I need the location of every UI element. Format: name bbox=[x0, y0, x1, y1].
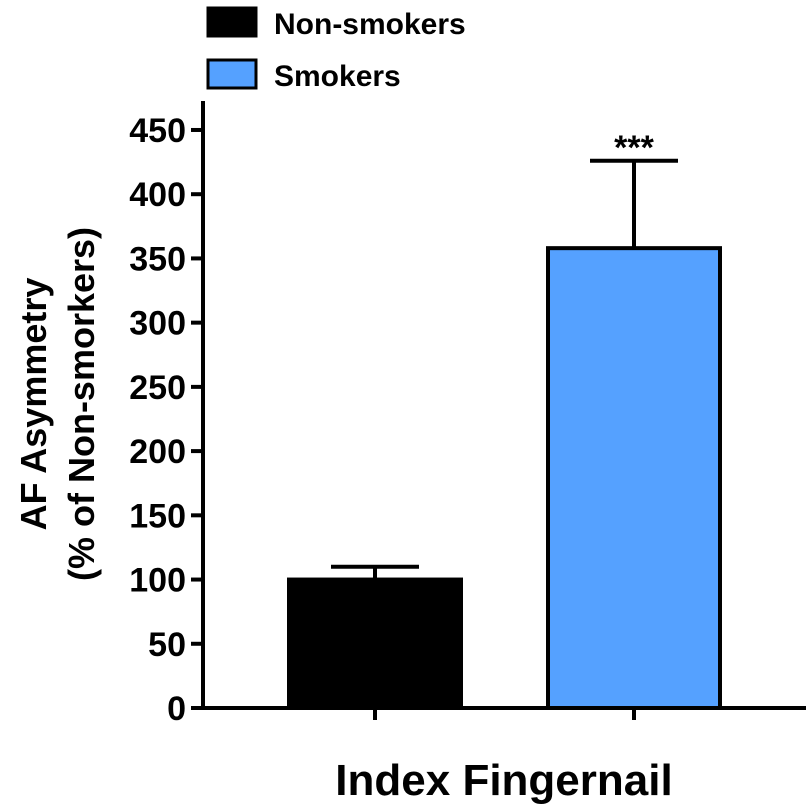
x-axis-label: Index Fingernail bbox=[335, 756, 672, 805]
legend-label: Non-smokers bbox=[274, 8, 466, 41]
bar-smokers bbox=[546, 246, 722, 711]
bar-non-smokers bbox=[287, 577, 463, 710]
y-tick-label: 0 bbox=[167, 690, 186, 728]
y-tick-label: 300 bbox=[129, 305, 186, 343]
y-tick-label: 400 bbox=[129, 176, 186, 214]
bars: *** bbox=[287, 129, 722, 711]
significance-marker: *** bbox=[614, 129, 654, 167]
y-tick-label: 350 bbox=[129, 240, 186, 278]
y-tick-label: 200 bbox=[129, 433, 186, 471]
y-tick-label: 100 bbox=[129, 562, 186, 600]
y-axis: 0 50 100 150 200 250 300 350 400 450 bbox=[129, 101, 205, 728]
y-axis-label-line-1: AF Asymmetry bbox=[13, 278, 54, 531]
legend-swatch bbox=[206, 6, 258, 38]
legend-label: Smokers bbox=[274, 60, 401, 93]
y-tick-label: 450 bbox=[129, 112, 186, 150]
y-tick-label: 50 bbox=[148, 626, 186, 664]
y-tick-label: 150 bbox=[129, 497, 186, 535]
y-tick-label: 250 bbox=[129, 369, 186, 407]
y-axis-label-line-2: (% of Non-smorkers) bbox=[61, 227, 102, 581]
legend: Non-smokers Smokers bbox=[206, 6, 466, 93]
legend-swatch bbox=[206, 58, 258, 90]
